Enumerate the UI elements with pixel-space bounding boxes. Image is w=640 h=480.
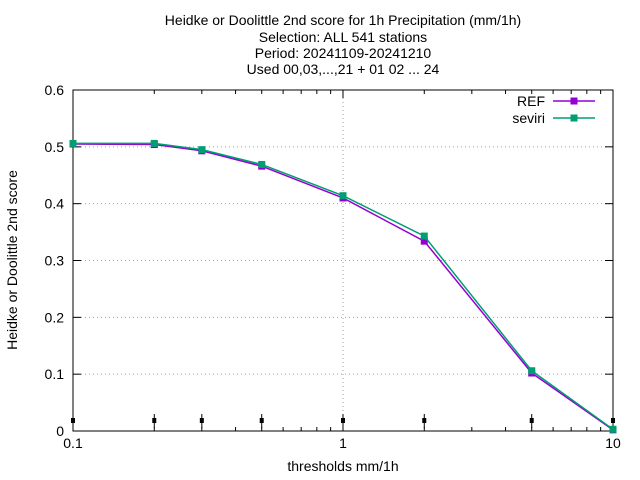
sample-marker (341, 418, 345, 423)
data-point (258, 160, 266, 168)
data-point (150, 139, 158, 147)
tick-labels: 00.10.20.30.40.50.60.1 1 10 (45, 82, 621, 451)
sample-marker (422, 418, 427, 423)
data-point (339, 192, 347, 200)
legend-label: seviri (512, 110, 545, 126)
data-point (528, 367, 536, 375)
data-point (69, 139, 77, 147)
data-point (198, 146, 206, 154)
x-axis-label: thresholds mm/1h (287, 458, 398, 474)
chart-title: Heidke or Doolittle 2nd score for 1h Pre… (165, 12, 521, 77)
x-tick-label: 10 (605, 435, 621, 451)
x-tick-label: 1 (339, 435, 347, 451)
legend-item: seviri (512, 110, 595, 126)
data-point (609, 425, 617, 433)
x-tick-label: 0.1 (63, 435, 83, 451)
title-line-4: Used 00,03,...,21 + 01 02 ... 24 (247, 61, 440, 77)
sample-marker (611, 418, 615, 423)
series-seviri (69, 139, 617, 433)
y-tick-label: 0.6 (45, 82, 65, 98)
series-line (72, 143, 614, 431)
legend-marker (570, 97, 578, 105)
y-tick-label: 0.4 (45, 196, 65, 212)
legend-label: REF (517, 93, 545, 109)
sample-marker (529, 418, 534, 423)
sample-marker (152, 418, 157, 423)
y-tick-label: 0 (56, 423, 64, 439)
sample-marker (199, 418, 204, 423)
series-line (73, 142, 614, 430)
title-line-3: Period: 20241109-20241210 (255, 45, 432, 61)
sample-marker (71, 418, 75, 423)
title-line-2: Selection: ALL 541 stations (259, 29, 427, 45)
sample-markers (71, 414, 615, 428)
plot-area-border (72, 89, 614, 432)
y-tick-label: 0.5 (45, 139, 65, 155)
y-axis-label: Heidke or Doolittle 2nd score (4, 170, 20, 350)
y-tick-label: 0.2 (45, 309, 65, 325)
legend-marker (570, 114, 578, 122)
data-point (420, 232, 428, 240)
data-series (69, 139, 617, 434)
y-tick-label: 0.1 (45, 366, 65, 382)
grid-lines (73, 90, 613, 431)
y-tick-label: 0.3 (45, 253, 65, 269)
legend-item: REF (517, 93, 595, 109)
data-point (420, 237, 428, 245)
title-line-1: Heidke or Doolittle 2nd score for 1h Pre… (165, 12, 521, 28)
sample-marker (259, 418, 264, 423)
